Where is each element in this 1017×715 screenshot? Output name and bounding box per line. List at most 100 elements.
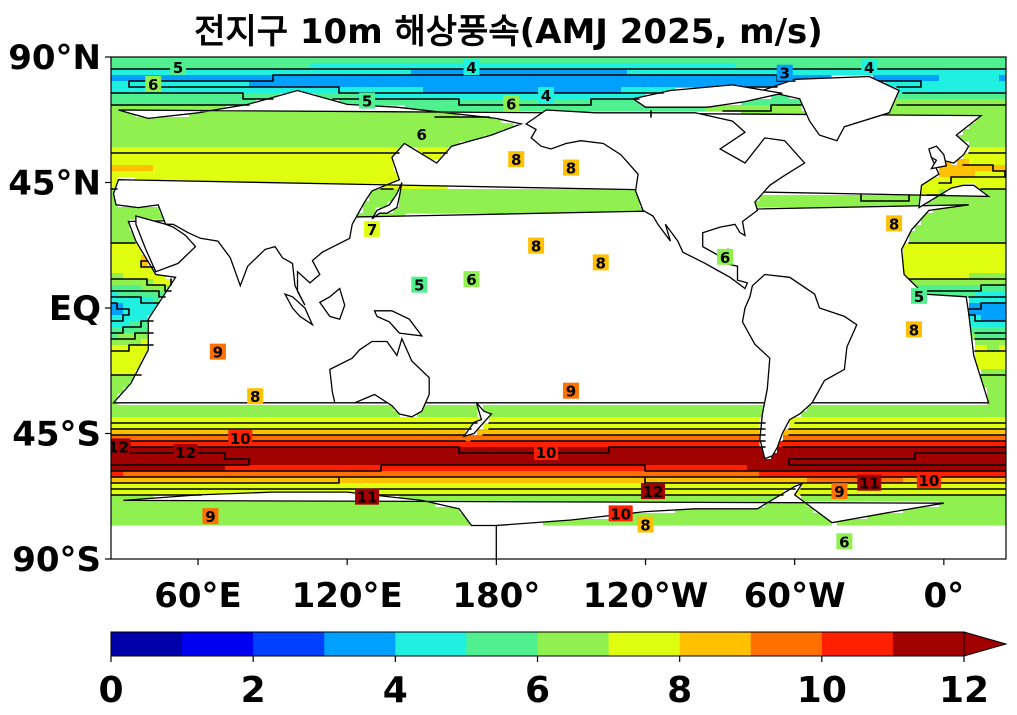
contour-label-bg bbox=[145, 75, 162, 92]
contour-label-bg bbox=[170, 59, 187, 76]
y-tick-label: EQ bbox=[49, 289, 101, 329]
contour-label: 4 bbox=[466, 59, 476, 77]
contour-label-bg bbox=[562, 382, 579, 399]
contour-label-bg bbox=[247, 388, 264, 405]
x-tick-label: 0° bbox=[924, 576, 965, 616]
colorbar-swatch bbox=[182, 632, 254, 656]
x-tick-label: 120°E bbox=[292, 576, 403, 616]
contour-label: 6 bbox=[466, 271, 476, 289]
contour-label: 8 bbox=[531, 238, 541, 256]
contour-label: 9 bbox=[834, 483, 844, 501]
contour-label: 4 bbox=[864, 59, 874, 77]
contour-label: 12 bbox=[643, 483, 664, 501]
contour-label-bg bbox=[463, 59, 480, 76]
contour-label: 10 bbox=[230, 430, 251, 448]
landmass bbox=[1009, 205, 1017, 403]
contour-label-bg bbox=[202, 508, 219, 525]
contour-label-bg bbox=[836, 533, 853, 550]
contour-label: 9 bbox=[205, 508, 215, 526]
y-tick-label: 90°N bbox=[8, 38, 101, 78]
landmass bbox=[123, 482, 944, 559]
contour-label-bg bbox=[359, 92, 376, 109]
contour-label-bg bbox=[364, 220, 381, 237]
colorbar-swatch bbox=[892, 632, 965, 656]
y-tick-label: 45°S bbox=[12, 415, 101, 455]
contour-label-bg bbox=[886, 215, 903, 232]
colorbar: 0 2 4 6 8 10 12 bbox=[98, 631, 1008, 711]
y-tick-label: 45°N bbox=[8, 164, 101, 204]
landmass bbox=[741, 273, 858, 460]
axis-ticks: 90°N 45°N EQ 45°S 90°S 60°E 120°E 180° 120°W 60°W… bbox=[8, 38, 964, 616]
contour-label-bg bbox=[916, 471, 941, 488]
contour-label-bg bbox=[503, 95, 520, 112]
contour-label-bg bbox=[173, 444, 198, 461]
contour-label-bg bbox=[906, 321, 923, 338]
contour-label: 5 bbox=[362, 93, 372, 111]
contour-label: 7 bbox=[367, 221, 377, 239]
x-tick-label: 60°E bbox=[154, 576, 242, 616]
contour-label-bg bbox=[413, 126, 430, 143]
contour-label: 6 bbox=[148, 76, 158, 94]
contour-label-bg bbox=[463, 271, 480, 288]
contour-label-bg bbox=[534, 444, 559, 461]
landmass bbox=[283, 292, 314, 327]
contour-label: 11 bbox=[859, 475, 880, 493]
colorbar-tick-label: 10 bbox=[797, 670, 847, 711]
contour-label: 8 bbox=[640, 517, 650, 535]
contour-label: 6 bbox=[839, 533, 849, 551]
colorbar-swatch bbox=[395, 632, 467, 656]
colorbar-tick-label: 6 bbox=[525, 670, 550, 711]
colorbar-swatch bbox=[324, 632, 396, 656]
colorbar-swatch bbox=[750, 632, 823, 656]
land-layer bbox=[112, 75, 1017, 559]
colorbar-swatch bbox=[608, 632, 681, 656]
landmass bbox=[371, 182, 403, 220]
x-tick-label: 60°W bbox=[744, 576, 846, 616]
contour-label-bg bbox=[411, 276, 428, 293]
contour-label: 8 bbox=[250, 388, 260, 406]
contour-label-bg bbox=[562, 159, 579, 176]
contour-label-bg bbox=[508, 151, 525, 168]
contour-label-bg bbox=[861, 59, 878, 76]
colorbar-swatch bbox=[466, 632, 538, 656]
contour-label: 6 bbox=[720, 249, 730, 267]
contour-label: 10 bbox=[610, 505, 631, 523]
contour-label-bg bbox=[910, 287, 927, 304]
landmass bbox=[928, 145, 948, 170]
contour-label-bg bbox=[637, 516, 654, 533]
contour-label: 12 bbox=[108, 438, 129, 456]
contour-label-bg bbox=[355, 488, 380, 505]
y-tick-label: 90°S bbox=[12, 540, 101, 580]
landmass bbox=[318, 287, 346, 320]
contour-label: 9 bbox=[213, 344, 223, 362]
contour-label: 10 bbox=[536, 444, 557, 462]
map-title: 전지구 10m 해상풍속(AMJ 2025, m/s) bbox=[194, 12, 823, 52]
contour-label-bg bbox=[640, 483, 665, 500]
contour-label-bg bbox=[608, 505, 633, 522]
landmass bbox=[1009, 91, 1017, 306]
contour-label-bg bbox=[717, 248, 734, 265]
contour-label: 12 bbox=[175, 444, 196, 462]
landmass bbox=[462, 402, 493, 438]
colorbar-tick-label: 2 bbox=[241, 670, 266, 711]
colorbar-tick-label: 12 bbox=[939, 670, 989, 711]
colorbar-swatch bbox=[679, 632, 752, 656]
contour-label: 4 bbox=[541, 87, 551, 105]
colorbar-swatch bbox=[821, 632, 894, 656]
contour-label: 8 bbox=[909, 321, 919, 339]
landmass bbox=[631, 84, 783, 108]
contour-label-bg bbox=[592, 254, 609, 271]
contour-label-bg bbox=[111, 438, 131, 455]
contour-label: 5 bbox=[914, 288, 924, 306]
landmass bbox=[373, 310, 424, 337]
colorbar-swatch bbox=[253, 632, 325, 656]
contour-label: 10 bbox=[918, 472, 939, 490]
contour-label: 9 bbox=[566, 383, 576, 401]
contour-label-bg bbox=[528, 237, 545, 254]
landmass bbox=[760, 75, 900, 142]
contour-label: 8 bbox=[511, 151, 521, 169]
colorbar-swatch bbox=[537, 632, 610, 656]
contour-label: 6 bbox=[417, 126, 427, 144]
contour-label: 6 bbox=[506, 95, 516, 113]
